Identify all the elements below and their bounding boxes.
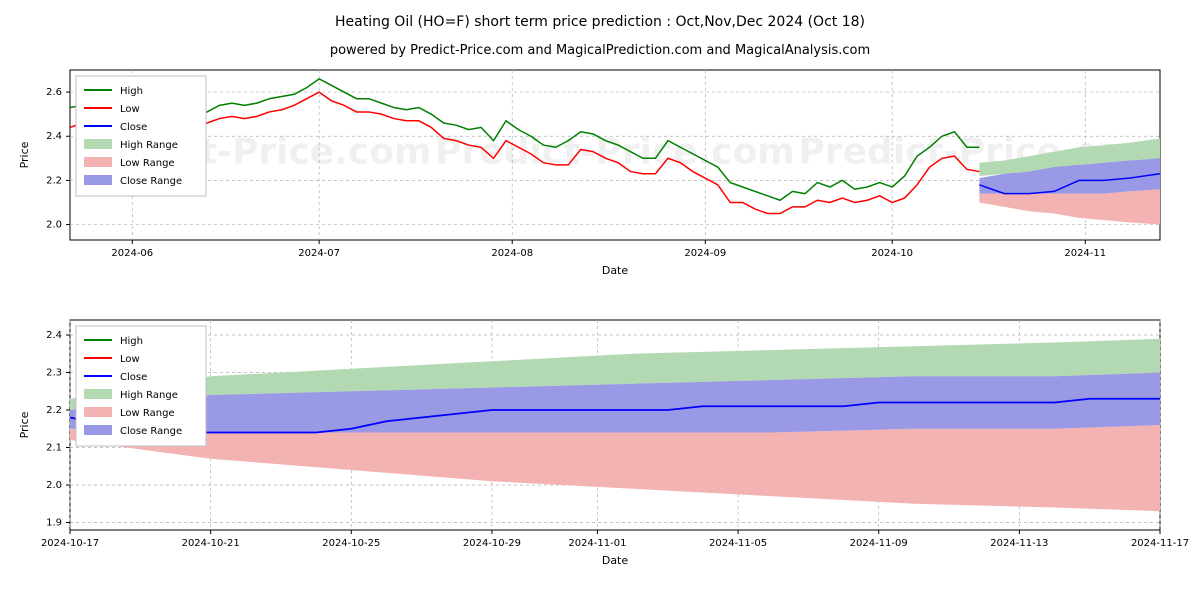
- ytick-label: 1.9: [46, 518, 62, 529]
- legend: High Low Close High Range Low Range Close Ran…: [76, 76, 206, 196]
- xtick-label: 2024-10-25: [322, 538, 380, 549]
- legend-swatch-patch: [84, 407, 112, 417]
- legend-label: High: [120, 336, 143, 347]
- xtick-label: 2024-10-21: [182, 538, 240, 549]
- ytick-label: 2.1: [46, 443, 62, 454]
- legend-swatch-patch: [84, 175, 112, 185]
- legend-label: Low: [120, 354, 140, 365]
- legend-swatch-patch: [84, 139, 112, 149]
- legend-label: High Range: [120, 390, 178, 401]
- legend-label: High Range: [120, 140, 178, 151]
- legend-label: High: [120, 86, 143, 97]
- legend: High Low Close High Range Low Range Close Ran…: [76, 326, 206, 446]
- legend-swatch-patch: [84, 389, 112, 399]
- ytick-label: 2.4: [46, 330, 62, 341]
- ytick-label: 2.4: [46, 131, 62, 142]
- y-axis-label: Price: [18, 411, 31, 438]
- legend-label: Low Range: [120, 408, 175, 419]
- ytick-label: 2.2: [46, 405, 62, 416]
- ytick-label: 2.2: [46, 175, 62, 186]
- xtick-label: 2024-11: [1064, 248, 1106, 259]
- xtick-label: 2024-11-17: [1131, 538, 1189, 549]
- legend-swatch-patch: [84, 425, 112, 435]
- x-axis-label: Date: [602, 554, 629, 567]
- low-range-band: [979, 189, 1160, 224]
- figure: { "figure": { "width": 1200, "height": 6…: [0, 0, 1200, 600]
- top-chart: 2.0 2.2 2.4 2.6 2024-06 2024-07 2024-08 2024-09…: [18, 70, 1160, 277]
- xtick-label: 2024-11-01: [568, 538, 626, 549]
- legend-label: Close: [120, 372, 147, 383]
- ytick-label: 2.3: [46, 368, 62, 379]
- ytick-label: 2.0: [46, 220, 62, 231]
- xtick-label: 2024-11-05: [709, 538, 767, 549]
- xtick-label: 2024-08: [491, 248, 533, 259]
- ytick-label: 2.0: [46, 480, 62, 491]
- watermark: Predict-Price.com: [435, 132, 795, 173]
- xtick-label: 2024-11-13: [990, 538, 1048, 549]
- legend-swatch-patch: [84, 157, 112, 167]
- figure-title: Heating Oil (HO=F) short term price pred…: [335, 14, 865, 30]
- xtick-label: 2024-07: [298, 248, 340, 259]
- figure-subtitle: powered by Predict-Price.com and Magical…: [330, 43, 870, 58]
- x-axis-label: Date: [602, 264, 629, 277]
- xtick-label: 2024-10-29: [463, 538, 521, 549]
- legend-label: Low: [120, 104, 140, 115]
- bottom-chart: 1.9 2.0 2.1 2.2 2.3 2.4 2024-10-17 2024-10-21 20…: [18, 320, 1189, 567]
- xtick-label: 2024-10-17: [41, 538, 99, 549]
- legend-label: Low Range: [120, 158, 175, 169]
- legend-label: Close: [120, 122, 147, 133]
- xtick-label: 2024-10: [871, 248, 913, 259]
- y-axis-label: Price: [18, 141, 31, 168]
- ytick-label: 2.6: [46, 87, 62, 98]
- figure-svg: Heating Oil (HO=F) short term price pred…: [0, 0, 1200, 600]
- legend-label: Close Range: [120, 176, 182, 187]
- xtick-label: 2024-06: [111, 248, 153, 259]
- low-range-band: [70, 425, 1160, 511]
- xtick-label: 2024-11-09: [850, 538, 908, 549]
- bottom-plot-area: [70, 339, 1160, 512]
- legend-label: Close Range: [120, 426, 182, 437]
- xtick-label: 2024-09: [684, 248, 726, 259]
